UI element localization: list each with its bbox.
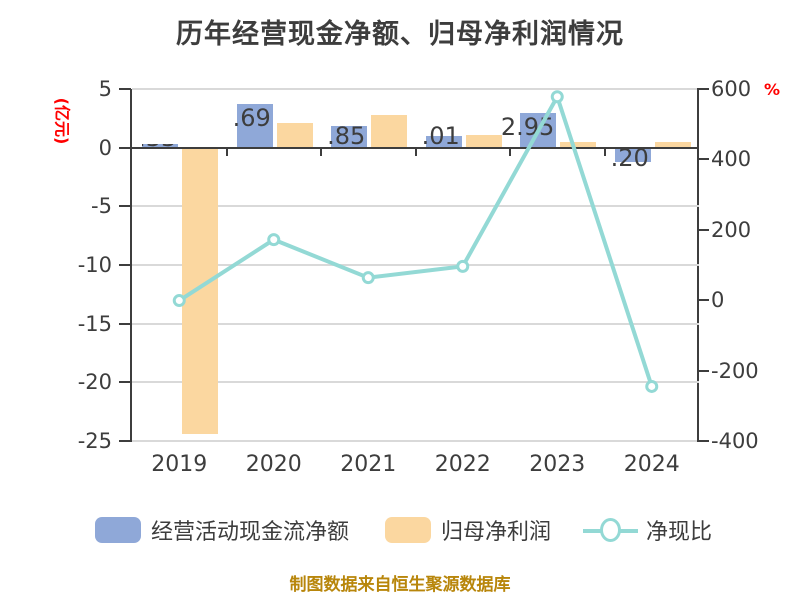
ratio-data-point-marker bbox=[267, 233, 281, 247]
legend-label-ratio: 净现比 bbox=[646, 520, 713, 545]
left-axis-tick-label: 0 bbox=[98, 135, 112, 160]
bar-value-label: .01 bbox=[421, 121, 460, 150]
ratio-data-point-marker bbox=[172, 294, 186, 308]
right-axis-tick-label: 200 bbox=[711, 217, 752, 242]
x-axis-boundary-tick bbox=[225, 147, 228, 156]
legend-label-cash: 经营活动现金流净额 bbox=[151, 520, 350, 545]
plot-area: 0.33.69.85.012.95.20 bbox=[132, 88, 699, 442]
right-axis-tick bbox=[697, 440, 709, 442]
left-axis-tick bbox=[119, 88, 131, 90]
bar-operating-cash-flow: .01 bbox=[422, 124, 462, 148]
gridline bbox=[132, 440, 699, 442]
right-axis-tick bbox=[697, 228, 709, 231]
left-axis-tick-label: -5 bbox=[91, 194, 112, 219]
bar-net-profit bbox=[276, 123, 313, 148]
right-axis-tick bbox=[697, 158, 709, 161]
right-axis-tick bbox=[697, 369, 709, 372]
left-axis-tick bbox=[119, 381, 131, 384]
bar-value-label: .69 bbox=[232, 104, 271, 133]
bar-net-profit bbox=[465, 134, 502, 148]
legend: 经营活动现金流净额 归母净利润 净现比 bbox=[0, 515, 800, 545]
right-axis-tick-label: -200 bbox=[711, 358, 759, 383]
bar-net-profit bbox=[182, 147, 219, 434]
x-axis-year-label: 2021 bbox=[340, 452, 397, 477]
ratio-line-series bbox=[172, 90, 659, 393]
ratio-data-point-marker bbox=[645, 379, 659, 393]
x-axis-year-label: 2024 bbox=[623, 452, 680, 477]
left-axis-tick-label: -20 bbox=[77, 370, 112, 395]
right-axis-tick-label: -400 bbox=[711, 429, 759, 453]
x-axis-boundary-tick bbox=[414, 147, 417, 156]
left-axis-tick bbox=[119, 322, 131, 325]
bar-net-profit bbox=[654, 141, 691, 148]
x-axis-boundary-tick bbox=[320, 147, 322, 156]
left-axis-tick-label: -25 bbox=[77, 429, 112, 453]
ratio-data-point-marker bbox=[456, 259, 470, 273]
bar-net-profit bbox=[371, 114, 408, 148]
data-source-caption: 制图数据来自恒生聚源数据库 bbox=[289, 575, 511, 595]
ratio-data-point-marker bbox=[361, 271, 375, 285]
gridline bbox=[132, 88, 699, 90]
left-axis-tick-label: -10 bbox=[77, 253, 112, 277]
x-axis-year-label: 2020 bbox=[245, 452, 302, 477]
x-axis-year-label: 2019 bbox=[151, 452, 208, 477]
ratio-data-point-marker bbox=[550, 90, 564, 104]
gridline bbox=[132, 264, 699, 266]
legend-label-profit: 归母净利润 bbox=[441, 520, 552, 545]
left-axis-tick bbox=[119, 264, 131, 266]
right-axis-tick bbox=[697, 299, 709, 302]
right-axis-tick-label: 400 bbox=[711, 147, 752, 172]
bar-operating-cash-flow: .85 bbox=[327, 124, 368, 148]
right-axis-unit-label: % bbox=[764, 80, 781, 99]
x-axis-year-label: 2023 bbox=[529, 452, 586, 477]
legend-item-net-profit: 归母净利润 bbox=[385, 515, 551, 545]
right-axis-tick-label: 0 bbox=[711, 288, 725, 313]
right-axis-tick bbox=[697, 88, 709, 90]
bar-operating-cash-flow: .69 bbox=[233, 104, 273, 148]
bar-value-label: .85 bbox=[327, 121, 366, 150]
bar-net-profit bbox=[560, 141, 597, 148]
left-axis-tick bbox=[119, 205, 131, 208]
legend-swatch-profit-bar bbox=[385, 517, 431, 543]
left-axis-tick bbox=[119, 146, 131, 149]
legend-swatch-cash-bar bbox=[95, 517, 141, 543]
left-axis-tick-label: 5 bbox=[98, 77, 112, 101]
ratio-line bbox=[178, 91, 654, 388]
bar-operating-cash-flow: 0.33 bbox=[142, 143, 179, 148]
x-axis-year-label: 2022 bbox=[434, 452, 491, 477]
gridline bbox=[132, 381, 699, 384]
left-axis-line bbox=[130, 89, 132, 442]
gridline bbox=[132, 322, 699, 325]
bar-value-label: 0.33 bbox=[142, 144, 176, 148]
bar-operating-cash-flow: .20 bbox=[611, 146, 651, 170]
left-axis-tick bbox=[119, 440, 131, 442]
right-axis-tick-label: 600 bbox=[711, 77, 752, 101]
legend-item-cash-ratio: 净现比 bbox=[583, 515, 712, 545]
chart-title: 历年经营现金净额、归母净利润情况 bbox=[176, 19, 624, 50]
legend-line-marker bbox=[583, 517, 638, 543]
legend-circle-marker-icon bbox=[600, 518, 621, 542]
gridline bbox=[132, 205, 699, 208]
bar-value-label: .20 bbox=[610, 143, 649, 172]
legend-item-operating-cash-flow: 经营活动现金流净额 bbox=[95, 515, 349, 545]
left-axis-tick-label: -15 bbox=[77, 311, 112, 336]
x-axis-boundary-tick bbox=[509, 147, 511, 156]
x-axis-boundary-tick bbox=[603, 147, 606, 156]
